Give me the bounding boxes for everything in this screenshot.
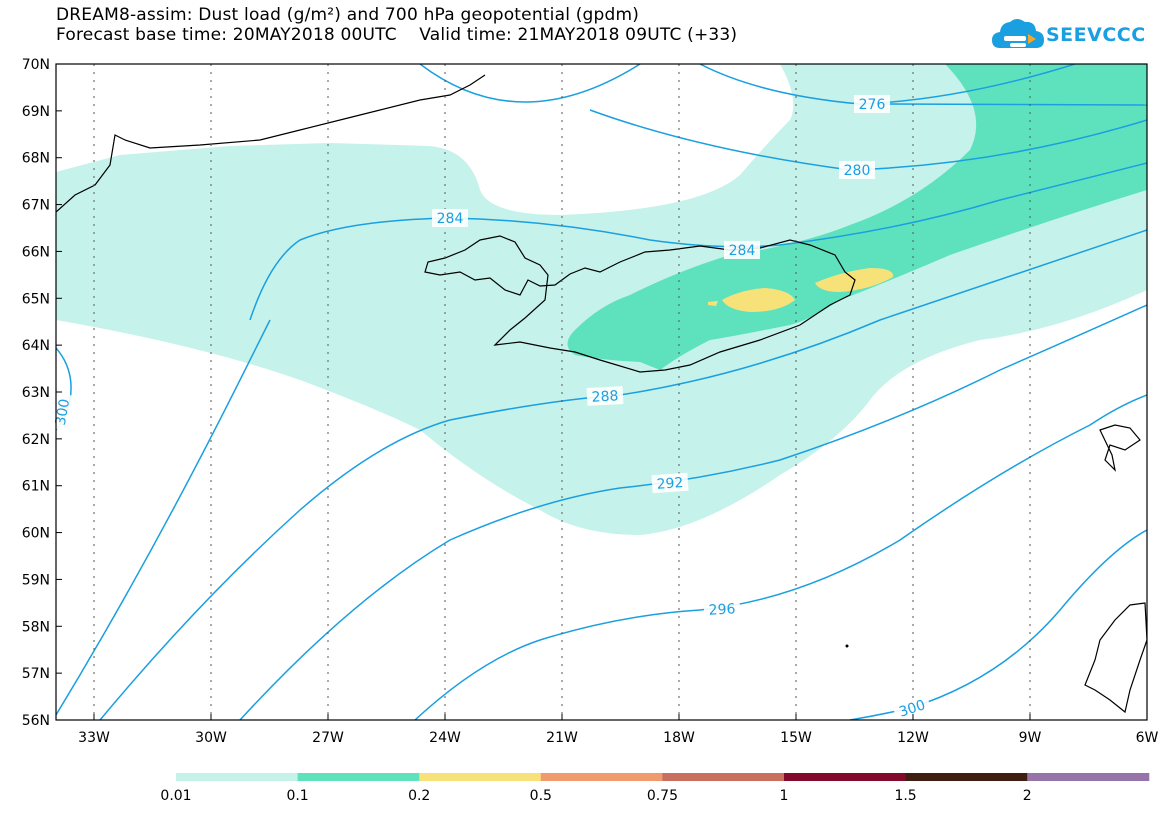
svg-text:300: 300 <box>53 398 73 427</box>
lat-label: 64N <box>22 338 50 354</box>
map-title-line2: Forecast base time: 20MAY2018 00UTC Vali… <box>56 25 738 45</box>
colorbar-swatch <box>540 773 663 781</box>
lat-label: 70N <box>22 57 50 73</box>
contour-296 <box>414 394 1147 720</box>
lon-label: 18W <box>663 730 695 746</box>
lon-label: 12W <box>897 730 929 746</box>
dust-area-mid <box>567 64 1147 370</box>
contour-label: 292 <box>651 472 689 494</box>
colorbar-tick-label: 1.5 <box>894 788 916 804</box>
lon-label: 30W <box>195 730 227 746</box>
faroe-coastline <box>1099 424 1141 472</box>
lat-label: 57N <box>22 666 50 682</box>
lat-label: 68N <box>22 151 50 167</box>
lat-label: 69N <box>22 104 50 120</box>
colorbar-swatch <box>784 773 907 781</box>
iceland-coastline <box>424 235 856 373</box>
greenland-coastline <box>56 74 486 213</box>
contour-label: 300 <box>50 392 74 432</box>
colorbar-tick-label: 1 <box>780 788 789 804</box>
contour-276c <box>879 103 1147 106</box>
colorbar-swatch <box>419 773 542 781</box>
colorbar-tick-label: 0.1 <box>286 788 308 804</box>
map-title-line1: DREAM8-assim: Dust load (g/m²) and 700 h… <box>56 5 640 25</box>
contour-label: 284 <box>724 241 760 259</box>
colorbar-tick-label: 0.2 <box>408 788 430 804</box>
lat-label: 60N <box>22 526 50 542</box>
contour-label: 288 <box>586 386 624 406</box>
svg-text:284: 284 <box>437 211 464 227</box>
svg-text:276: 276 <box>859 97 886 113</box>
colorbar-swatch <box>905 773 1028 781</box>
rockall-islet <box>845 644 849 648</box>
lon-label: 24W <box>429 730 461 746</box>
lat-label: 62N <box>22 432 50 448</box>
colorbar: 0.01 0.1 0.2 0.5 0.75 1 1.5 2 <box>160 773 1150 804</box>
colorbar-swatch <box>176 773 299 781</box>
colorbar-swatch <box>297 773 420 781</box>
dust-area-high-1 <box>722 288 795 312</box>
contour-284 <box>249 162 1147 321</box>
svg-text:288: 288 <box>591 388 619 405</box>
svg-text:284: 284 <box>729 243 756 259</box>
svg-text:296: 296 <box>708 601 736 618</box>
seevccc-logo: SEEVCCC <box>990 14 1145 54</box>
colorbar-swatch <box>1027 773 1150 781</box>
contour-label: 296 <box>703 599 741 619</box>
contour-288 <box>99 229 1147 720</box>
contour-label: 284 <box>432 209 468 227</box>
colorbar-tick-label: 0.75 <box>647 788 678 804</box>
lat-label: 56N <box>22 713 50 729</box>
colorbar-tick-label: 0.5 <box>530 788 552 804</box>
lat-label: 63N <box>22 385 50 401</box>
lat-label: 66N <box>22 244 50 260</box>
lon-label: 27W <box>312 730 344 746</box>
lon-label: 33W <box>78 730 110 746</box>
contour-284-west <box>56 319 271 716</box>
lon-label: 15W <box>780 730 812 746</box>
cloud-icon <box>992 19 1044 48</box>
contour-300 <box>849 529 1147 720</box>
svg-text:292: 292 <box>656 475 684 493</box>
colorbar-swatch <box>662 773 785 781</box>
dust-area-high-3 <box>708 301 718 306</box>
logo-text: SEEVCCC <box>1046 24 1146 46</box>
contour-label: 300 <box>892 693 932 723</box>
lat-label: 58N <box>22 619 50 635</box>
dust-area-low <box>56 64 1147 535</box>
lon-label: 9W <box>1019 730 1042 746</box>
lat-label: 59N <box>22 572 50 588</box>
svg-text:300: 300 <box>897 697 927 720</box>
lon-label: 21W <box>546 730 578 746</box>
svg-text:280: 280 <box>844 163 871 179</box>
colorbar-tick-label: 2 <box>1023 788 1032 804</box>
colorbar-tick-label: 0.01 <box>160 788 191 804</box>
contour-label: 276 <box>854 95 890 113</box>
lat-label: 61N <box>22 479 50 495</box>
lat-label: 67N <box>22 198 50 214</box>
contour-276 <box>419 64 641 103</box>
lon-label: 6W <box>1136 730 1159 746</box>
lat-label: 65N <box>22 291 50 307</box>
contour-label: 280 <box>839 161 875 179</box>
scotland-coastline <box>1084 602 1147 714</box>
